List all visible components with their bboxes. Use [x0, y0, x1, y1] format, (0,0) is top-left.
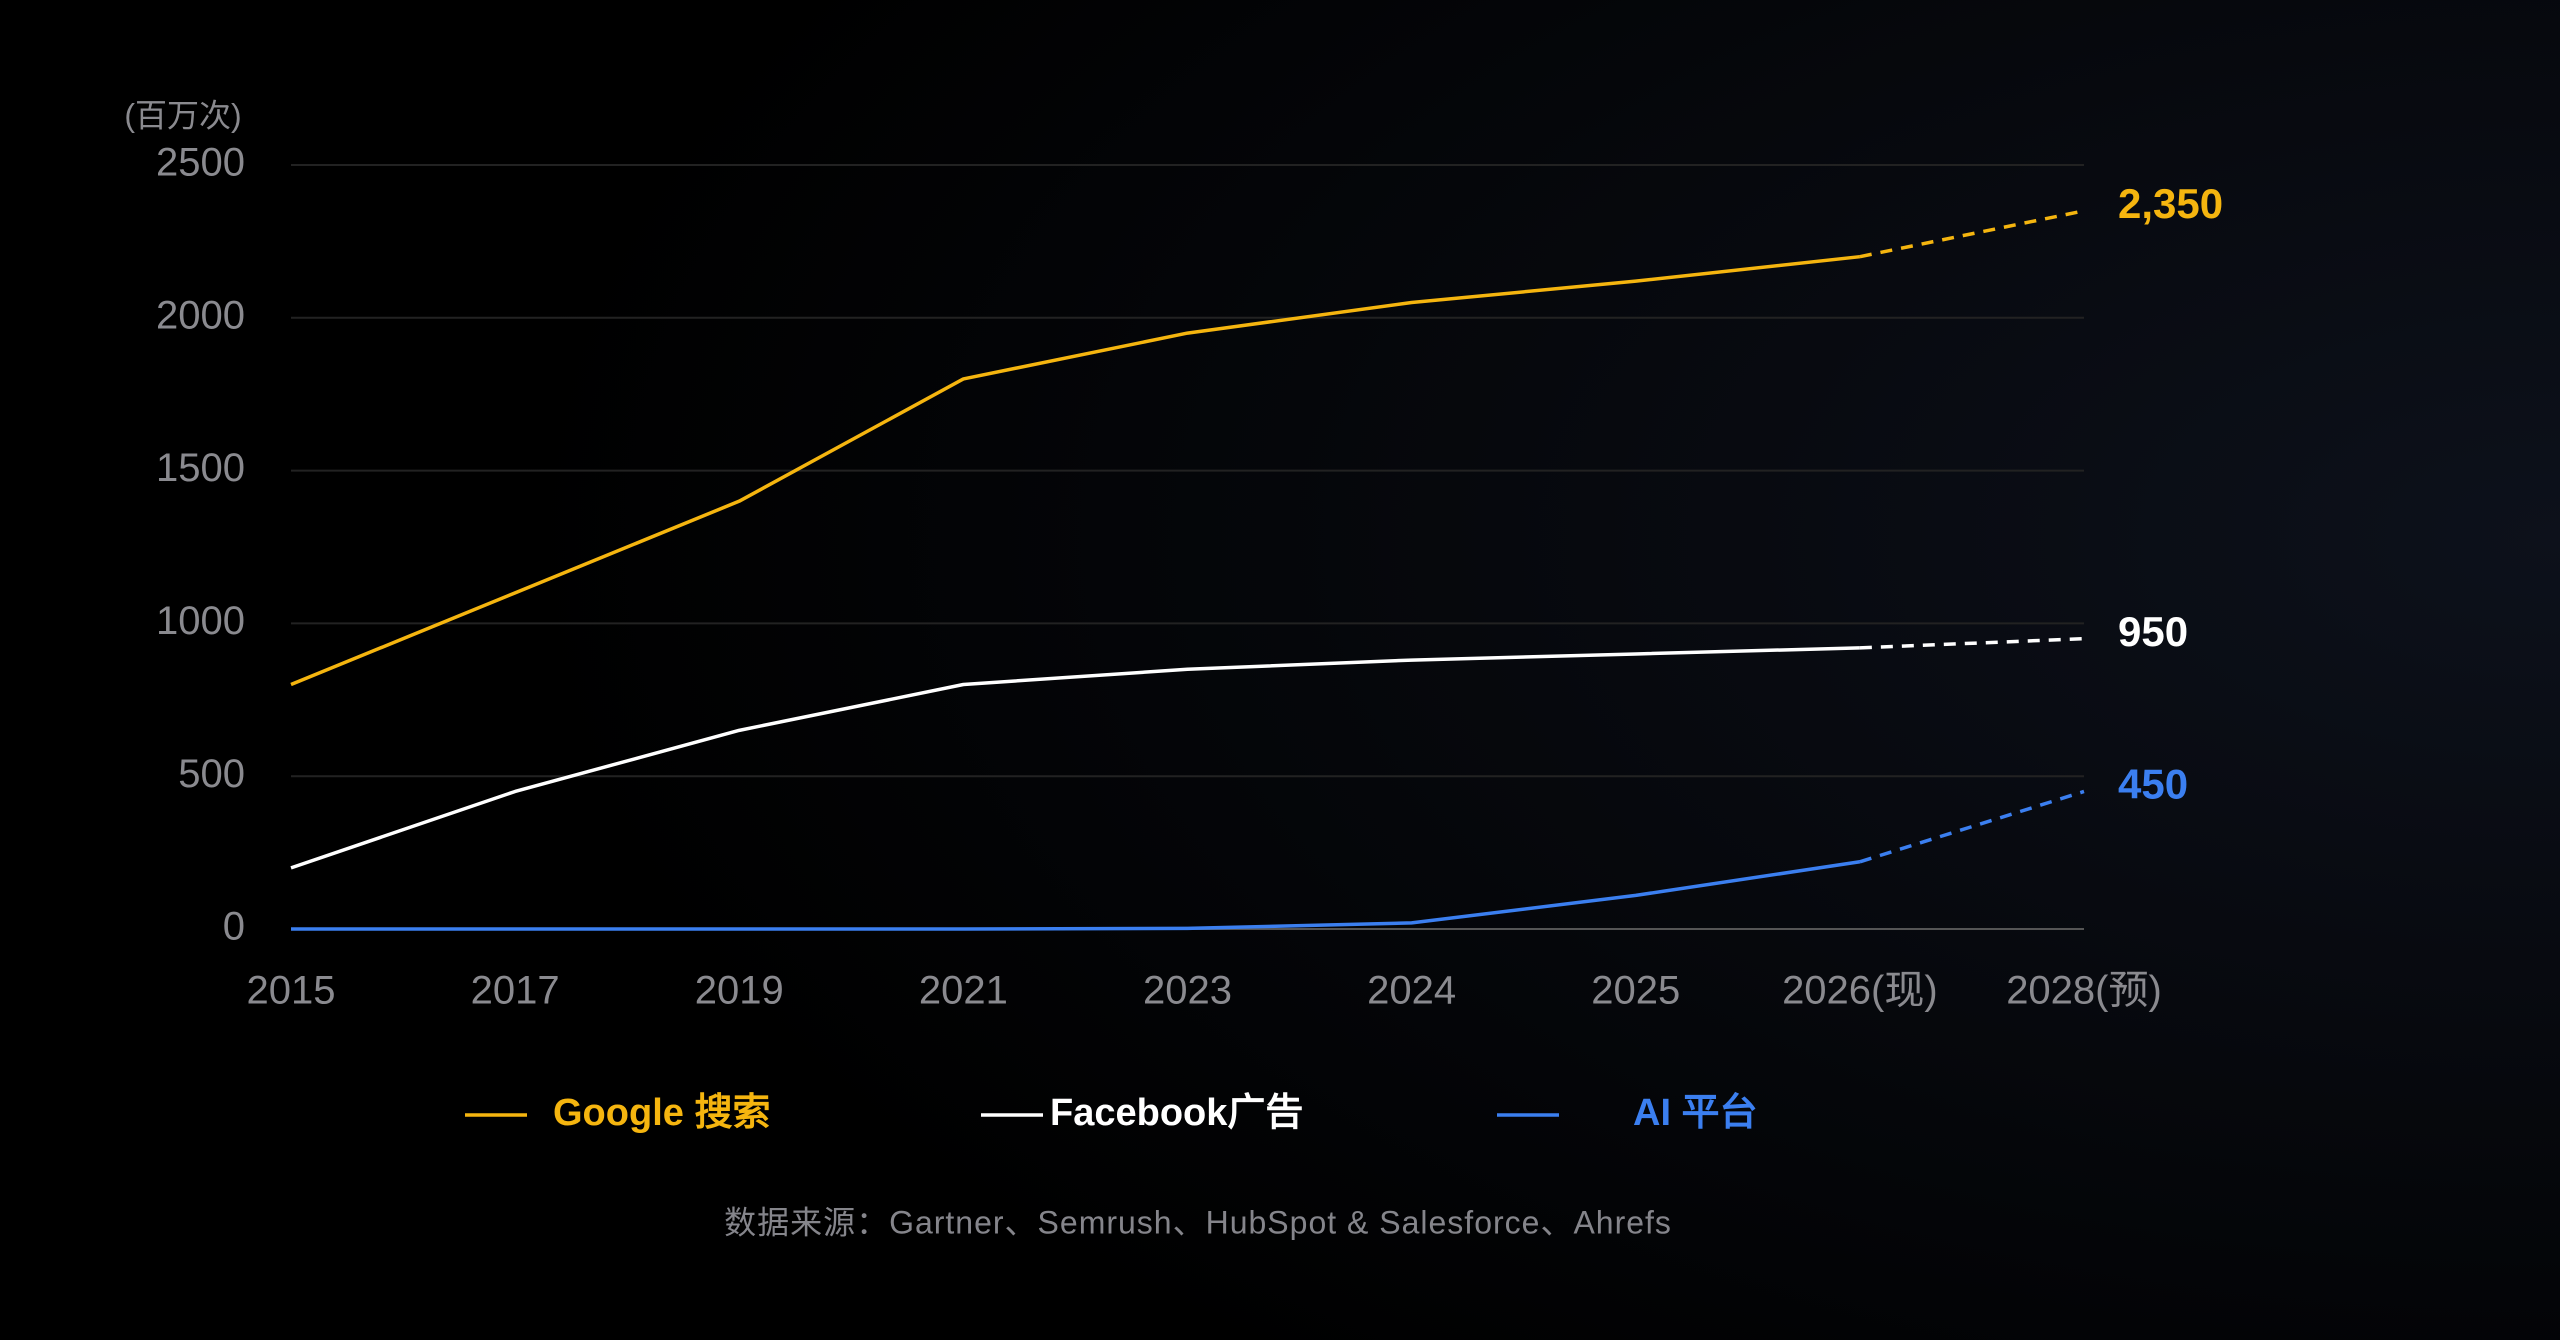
legend-label: AI 平台 [1633, 1092, 1758, 1134]
series-line [291, 860, 1861, 931]
x-tick-label: 2017 [471, 969, 560, 1013]
x-tick-label: 2021 [919, 969, 1008, 1013]
series-forecast-line [1859, 636, 2085, 650]
y-tick-label: 500 [178, 752, 245, 796]
y-tick-label: 2000 [156, 293, 245, 337]
x-tick-label: 2024 [1367, 969, 1456, 1013]
series-line [290, 646, 1860, 870]
end-value-label: 2,350 [2118, 180, 2223, 227]
y-tick-label: 0 [223, 905, 245, 949]
legend-label: Google 搜索 [553, 1092, 770, 1134]
legend-label: Facebook广告 [1050, 1092, 1303, 1134]
y-tick-label: 1000 [156, 599, 245, 643]
series-forecast-line [1859, 789, 2085, 864]
x-tick-label: 2028(预) [2006, 969, 2162, 1013]
end-value-label: 950 [2118, 608, 2188, 655]
end-value-label: 450 [2118, 761, 2188, 808]
x-tick-label: 2025 [1591, 969, 1680, 1013]
x-tick-label: 2023 [1143, 969, 1232, 1013]
x-tick-label: 2015 [247, 969, 336, 1013]
y-tick-label: 2500 [156, 141, 245, 185]
x-tick-label: 2019 [695, 969, 784, 1013]
series-line [290, 254, 1861, 687]
y-tick-label: 1500 [156, 446, 245, 490]
y-axis-unit: (百万次) [124, 97, 241, 133]
source-note: 数据来源：Gartner、Semrush、HubSpot & Salesforc… [724, 1204, 1672, 1240]
series-forecast-line [1859, 209, 2085, 259]
x-tick-label: 2026(现) [1782, 969, 1938, 1013]
